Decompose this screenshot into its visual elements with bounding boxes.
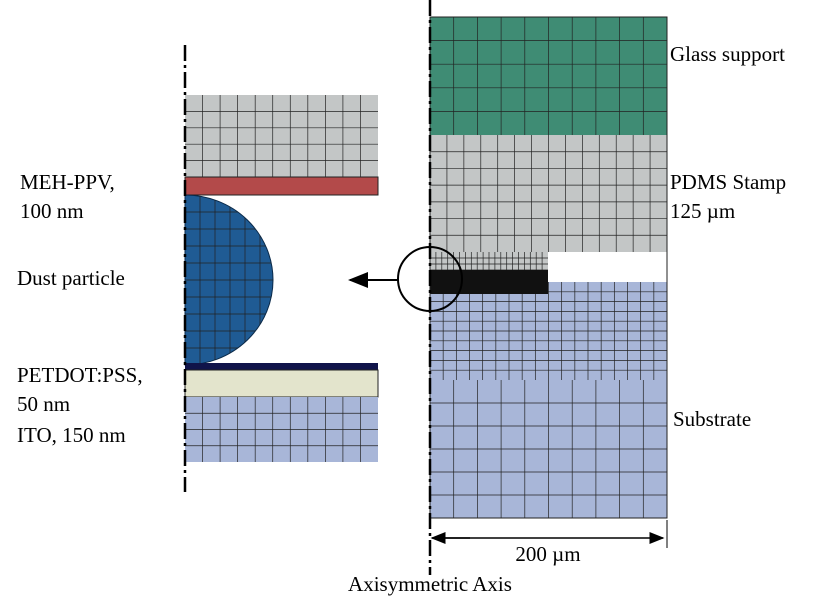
label: Glass support — [670, 42, 785, 66]
dense-mesh — [430, 270, 548, 294]
label: 125 µm — [670, 199, 735, 223]
mesh — [185, 95, 378, 462]
label: Axisymmetric Axis — [348, 572, 512, 596]
label: MEH-PPV, — [20, 170, 115, 194]
zoom-meh-ppv — [184, 176, 379, 196]
outline — [429, 16, 668, 519]
label: ITO, 150 nm — [17, 423, 126, 447]
label: 50 nm — [17, 392, 70, 416]
label: PETDOT:PSS, — [17, 363, 143, 387]
zoom-pdms — [185, 95, 378, 177]
zoom-ito — [184, 369, 379, 398]
label: 100 nm — [20, 199, 84, 223]
zoom-pedot — [185, 363, 378, 370]
label: Dust particle — [17, 266, 125, 290]
mesh — [430, 17, 667, 518]
label: 200 µm — [515, 542, 580, 566]
label: Substrate — [673, 407, 751, 431]
label: PDMS Stamp — [670, 170, 786, 194]
